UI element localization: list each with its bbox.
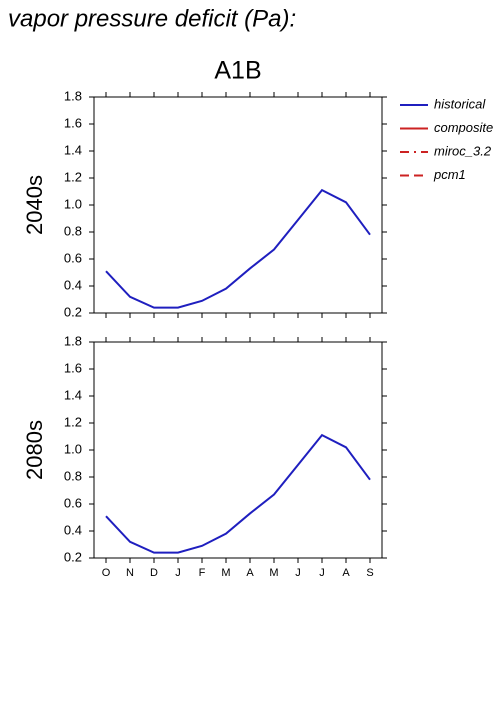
legend-label: miroc_3.2 bbox=[434, 143, 492, 158]
y-tick-label: 1.0 bbox=[64, 441, 82, 456]
y-tick-label: 0.2 bbox=[64, 549, 82, 564]
legend-label: pcm1 bbox=[433, 167, 466, 182]
y-tick-label: 0.2 bbox=[64, 304, 82, 319]
x-tick-label: J bbox=[295, 567, 301, 579]
x-tick-label: S bbox=[366, 567, 373, 579]
y-tick-label: 1.4 bbox=[64, 387, 82, 402]
y-tick-label: 1.8 bbox=[64, 333, 82, 348]
y-tick-label: 1.2 bbox=[64, 414, 82, 429]
y-tick-label: 0.4 bbox=[64, 522, 82, 537]
x-tick-label: J bbox=[175, 567, 181, 579]
x-tick-label: A bbox=[342, 567, 350, 579]
y-tick-label: 0.4 bbox=[64, 277, 82, 292]
x-tick-label: M bbox=[269, 567, 278, 579]
y-axis-label: 2080s bbox=[22, 420, 47, 480]
y-tick-label: 0.6 bbox=[64, 250, 82, 265]
y-tick-label: 1.0 bbox=[64, 196, 82, 211]
x-tick-label: J bbox=[319, 567, 325, 579]
y-axis-label: 2040s bbox=[22, 175, 47, 235]
plot-frame bbox=[93, 96, 383, 314]
x-tick-label: D bbox=[150, 567, 158, 579]
y-tick-label: 1.6 bbox=[64, 115, 82, 130]
y-tick-label: 0.8 bbox=[64, 468, 82, 483]
x-tick-label: F bbox=[199, 567, 206, 579]
y-tick-label: 1.2 bbox=[64, 169, 82, 184]
series-line bbox=[105, 433, 371, 554]
x-tick-label: A bbox=[246, 567, 254, 579]
y-tick-label: 1.8 bbox=[64, 88, 82, 103]
x-tick-label: O bbox=[102, 567, 111, 579]
chart-subtitle: A1B bbox=[214, 57, 261, 85]
legend-label: historical bbox=[434, 96, 486, 111]
y-tick-label: 0.6 bbox=[64, 495, 82, 510]
y-tick-label: 0.8 bbox=[64, 223, 82, 238]
y-tick-label: 1.6 bbox=[64, 360, 82, 375]
series-line bbox=[105, 188, 371, 309]
chart-title: vapor pressure deficit (Pa): bbox=[8, 5, 296, 32]
y-tick-label: 1.4 bbox=[64, 142, 82, 157]
x-tick-label: M bbox=[221, 567, 230, 579]
legend-label: composite bbox=[434, 120, 493, 135]
x-tick-label: N bbox=[126, 567, 134, 579]
plot-frame bbox=[93, 341, 383, 559]
